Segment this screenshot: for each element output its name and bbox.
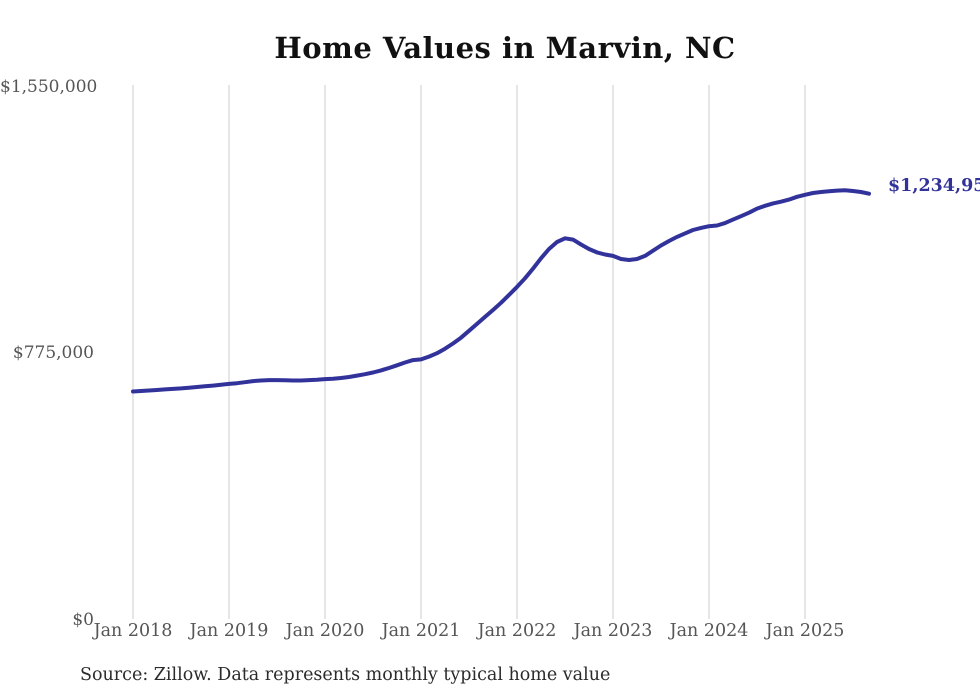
x-axis-label: Jan 2019 <box>189 621 269 641</box>
x-axis-label: Jan 2024 <box>669 621 749 641</box>
x-axis-label: Jan 2020 <box>285 621 365 641</box>
x-axis-label: Jan 2023 <box>573 621 653 641</box>
x-axis-label: Jan 2025 <box>765 621 845 641</box>
source-note: Source: Zillow. Data represents monthly … <box>80 665 611 685</box>
y-axis-label-middle: $775,000 <box>12 343 94 363</box>
y-axis-label-zero: $0 <box>72 610 94 630</box>
x-axis-label: Jan 2021 <box>381 621 461 641</box>
end-value-label: $1,234,950 <box>888 176 980 196</box>
gridlines <box>132 85 806 619</box>
y-axis-label-top: $1,550,000 <box>0 77 98 97</box>
home-value-line <box>131 188 871 394</box>
chart-title: Home Values in Marvin, NC <box>274 31 736 65</box>
x-axis-label: Jan 2022 <box>477 621 557 641</box>
x-axis-label: Jan 2018 <box>93 621 173 641</box>
